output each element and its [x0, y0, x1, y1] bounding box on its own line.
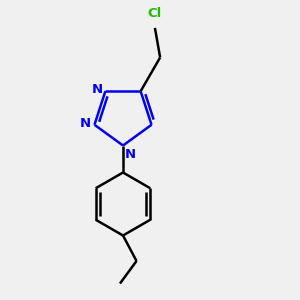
- Text: Cl: Cl: [148, 8, 162, 20]
- Text: N: N: [124, 148, 136, 161]
- Text: N: N: [80, 117, 91, 130]
- Text: N: N: [92, 83, 103, 96]
